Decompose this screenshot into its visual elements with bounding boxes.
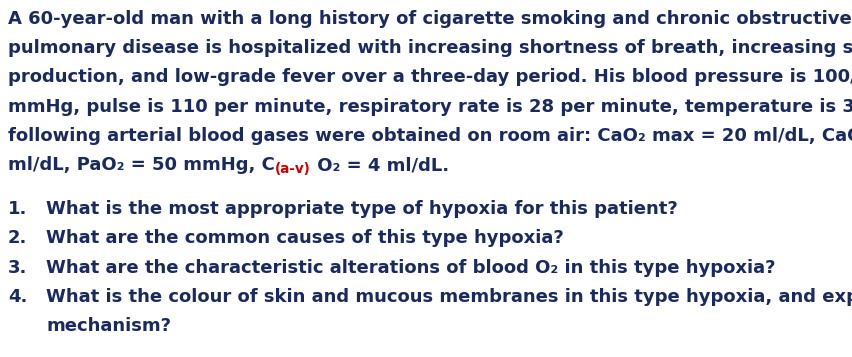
Text: What is the colour of skin and mucous membranes in this type hypoxia, and explai: What is the colour of skin and mucous me… (46, 288, 852, 306)
Text: 2.: 2. (8, 230, 27, 247)
Text: What is the most appropriate type of hypoxia for this patient?: What is the most appropriate type of hyp… (46, 200, 677, 218)
Text: ml/dL, PaO₂ = 50 mmHg, C: ml/dL, PaO₂ = 50 mmHg, C (8, 156, 274, 174)
Text: mechanism?: mechanism? (46, 317, 170, 335)
Text: 3.: 3. (8, 258, 27, 277)
Text: pulmonary disease is hospitalized with increasing shortness of breath, increasin: pulmonary disease is hospitalized with i… (8, 39, 852, 57)
Text: following arterial blood gases were obtained on room air: CaO₂ max = 20 ml/dL, C: following arterial blood gases were obta… (8, 127, 852, 145)
Text: (a-v): (a-v) (274, 162, 310, 176)
Text: 4.: 4. (8, 288, 27, 306)
Text: production, and low-grade fever over a three-day period. His blood pressure is 1: production, and low-grade fever over a t… (8, 69, 852, 86)
Text: O₂ = 4 ml/dL.: O₂ = 4 ml/dL. (310, 156, 448, 174)
Text: What are the characteristic alterations of blood O₂ in this type hypoxia?: What are the characteristic alterations … (46, 258, 774, 277)
Text: 1.: 1. (8, 200, 27, 218)
Text: mmHg, pulse is 110 per minute, respiratory rate is 28 per minute, temperature is: mmHg, pulse is 110 per minute, respirato… (8, 98, 852, 116)
Text: What are the common causes of this type hypoxia?: What are the common causes of this type … (46, 230, 563, 247)
Text: A 60-year-old man with a long history of cigarette smoking and chronic obstructi: A 60-year-old man with a long history of… (8, 10, 851, 28)
